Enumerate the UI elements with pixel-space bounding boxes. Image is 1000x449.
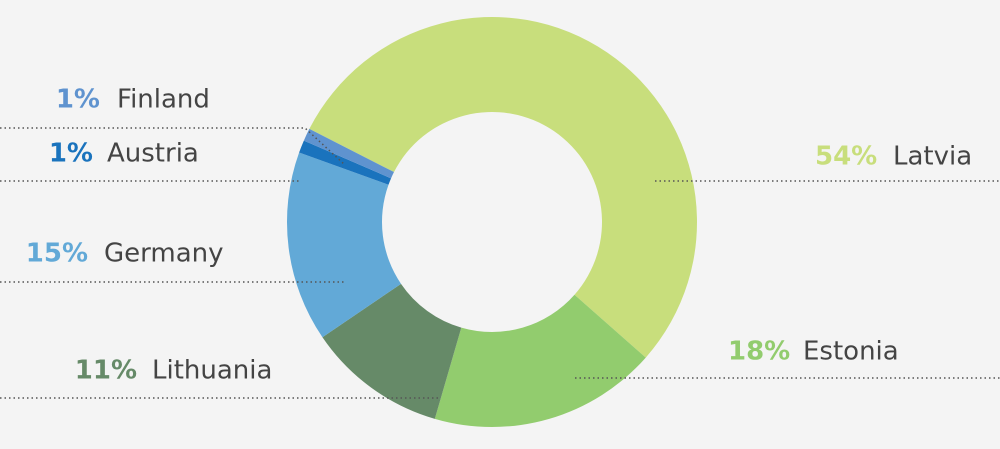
category-label: Germany [104,239,224,269]
percent-label: 1% [49,139,93,169]
percent-label: 1% [56,85,100,115]
category-label: Finland [117,85,210,115]
category-label: Austria [107,139,199,169]
category-label: Latvia [893,142,972,172]
donut-segment [287,152,402,338]
donut-segment [299,140,392,185]
donut-segment [309,16,698,358]
percent-label: 54% [815,142,877,172]
percent-label: 18% [728,337,790,367]
donut-segment [322,283,462,419]
percent-label: 15% [26,239,88,269]
category-label: Lithuania [152,356,272,386]
category-label: Estonia [803,337,899,367]
percent-label: 11% [75,356,137,386]
donut-segment [303,128,394,179]
donut-segment [434,294,646,427]
